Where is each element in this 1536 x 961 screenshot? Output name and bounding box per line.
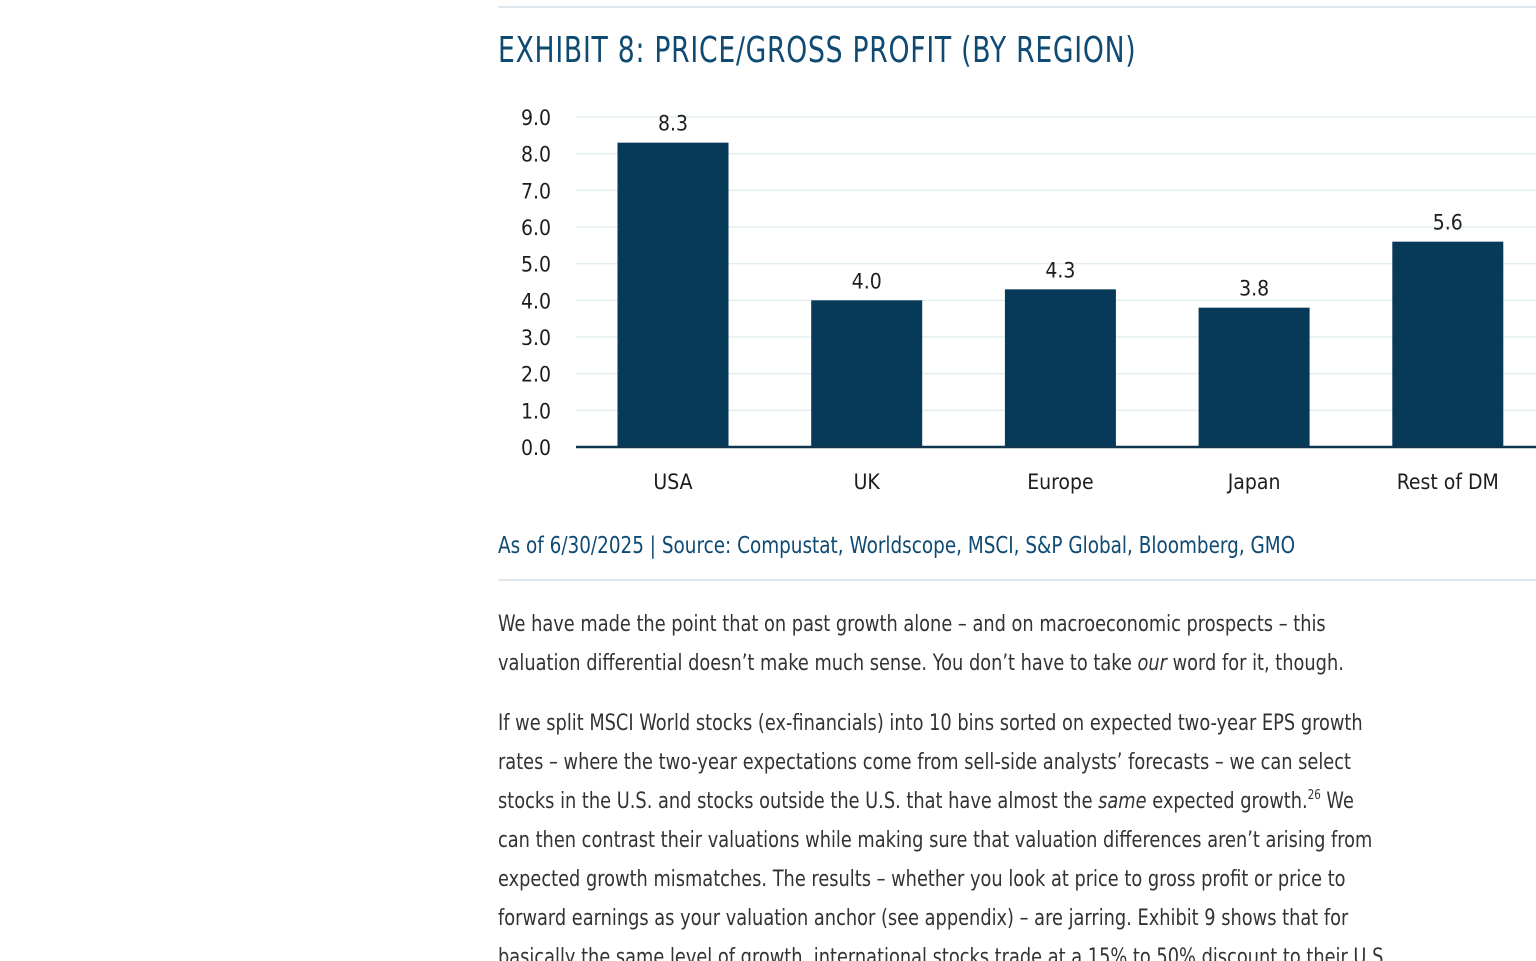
bar — [617, 142, 729, 447]
text-line: stocks in the U.S. and stocks outside th… — [498, 788, 1354, 814]
body-paragraph-2: If we split MSCI World stocks (ex-financ… — [498, 704, 1389, 961]
bar-value-label: 8.3 — [658, 112, 688, 136]
y-tick-label: 9.0 — [521, 106, 551, 130]
y-tick-label: 6.0 — [521, 216, 551, 240]
bar-value-label: 3.8 — [1239, 277, 1269, 301]
bar-chart: 0.0 1.0 2.0 3.0 4.0 5.0 6.0 7.0 8.0 9.0 8.3 4.0 4.3… — [521, 106, 1536, 494]
y-tick-label: 2.0 — [521, 363, 551, 387]
text-line: valuation differential doesn’t make much… — [498, 650, 1344, 676]
exhibit-title: EXHIBIT 8: PRICE/GROSS PROFIT (BY REGION… — [498, 30, 1137, 71]
text-line: forward earnings as your valuation ancho… — [498, 905, 1349, 931]
y-tick-label: 8.0 — [521, 143, 551, 167]
y-tick-label: 7.0 — [521, 179, 551, 203]
bar-value-label: 5.6 — [1433, 211, 1463, 235]
x-tick-label: UK — [854, 470, 881, 494]
x-tick-label: Rest of DM — [1397, 470, 1499, 494]
bar — [811, 300, 923, 447]
source-note: As of 6/30/2025 | Source: Compustat, Wor… — [498, 533, 1296, 559]
text-line: If we split MSCI World stocks (ex-financ… — [498, 710, 1363, 736]
bar-value-label: 4.0 — [852, 269, 882, 293]
text-line: We have made the point that on past grow… — [498, 611, 1326, 637]
x-axis-labels: USA UK Europe Japan Rest of DM — [653, 470, 1498, 494]
gridlines — [576, 116, 1536, 411]
emphasis: our — [1137, 650, 1167, 676]
text-line: can then contrast their valuations while… — [498, 827, 1373, 853]
bar — [1004, 289, 1116, 447]
y-tick-label: 0.0 — [521, 436, 551, 460]
y-tick-label: 5.0 — [521, 253, 551, 277]
y-axis-ticks: 0.0 1.0 2.0 3.0 4.0 5.0 6.0 7.0 8.0 9.0 — [521, 106, 551, 460]
top-divider — [498, 6, 1536, 8]
y-tick-label: 4.0 — [521, 289, 551, 313]
x-tick-label: Japan — [1227, 470, 1281, 494]
x-tick-label: Europe — [1027, 470, 1093, 494]
footnote-marker[interactable]: 26 — [1307, 788, 1321, 803]
text-line: expected growth mismatches. The results … — [498, 866, 1346, 892]
bar — [1198, 307, 1310, 447]
y-tick-label: 3.0 — [521, 326, 551, 350]
text-line: rates – where the two-year expectations … — [498, 749, 1351, 775]
x-tick-label: USA — [653, 470, 692, 494]
bars: 8.3 4.0 4.3 3.8 5.6 — [617, 112, 1504, 447]
bottom-divider — [498, 579, 1536, 581]
bar — [1392, 241, 1504, 447]
bar-value-label: 4.3 — [1045, 258, 1075, 282]
emphasis: same — [1098, 788, 1147, 814]
body-paragraph-1: We have made the point that on past grow… — [498, 605, 1344, 683]
y-tick-label: 1.0 — [521, 399, 551, 423]
text-line: basically the same level of growth, inte… — [498, 944, 1390, 961]
